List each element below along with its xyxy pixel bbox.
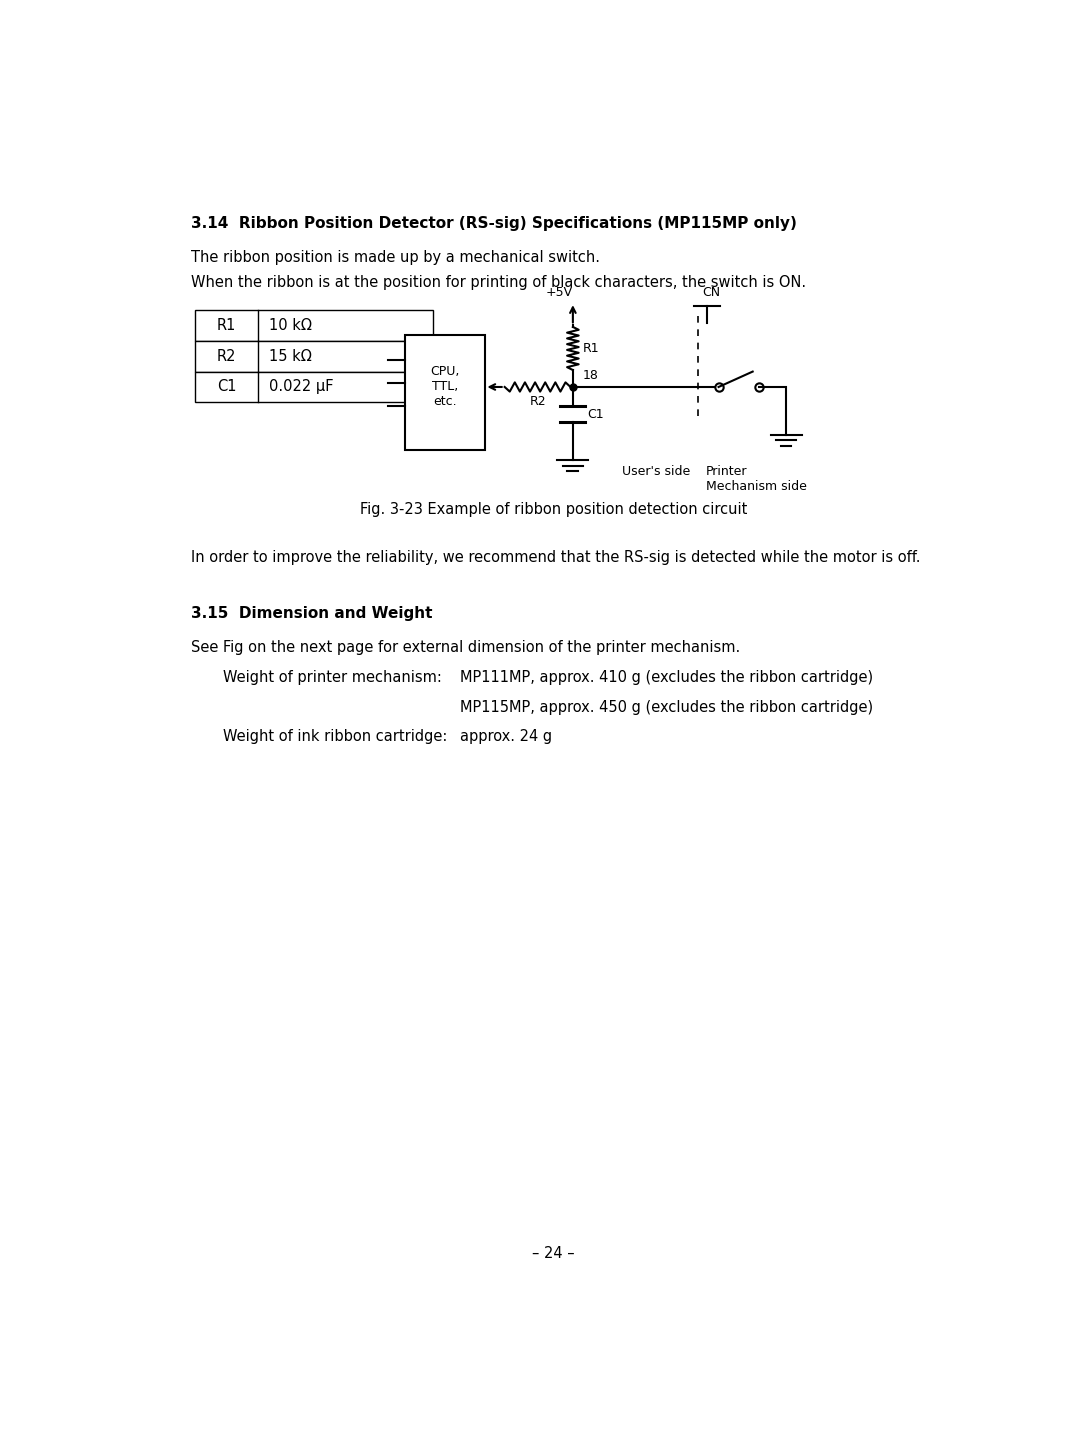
Text: – 24 –: – 24 – bbox=[532, 1246, 575, 1261]
Text: R2: R2 bbox=[217, 349, 237, 363]
Text: Weight of printer mechanism:: Weight of printer mechanism: bbox=[224, 670, 442, 686]
Text: 3.14  Ribbon Position Detector (RS-sig) Specifications (MP115MP only): 3.14 Ribbon Position Detector (RS-sig) S… bbox=[191, 216, 797, 231]
Text: Weight of ink ribbon cartridge:: Weight of ink ribbon cartridge: bbox=[224, 729, 448, 744]
Text: Printer
Mechanism side: Printer Mechanism side bbox=[706, 465, 807, 493]
Text: CPU,
TTL,
etc.: CPU, TTL, etc. bbox=[430, 366, 460, 408]
Text: approx. 24 g: approx. 24 g bbox=[460, 729, 553, 744]
Text: +5V: +5V bbox=[545, 287, 572, 300]
Bar bbox=[405, 334, 485, 450]
Text: 3.15  Dimension and Weight: 3.15 Dimension and Weight bbox=[191, 605, 432, 621]
Bar bbox=[194, 340, 433, 372]
Text: 0.022 μF: 0.022 μF bbox=[269, 379, 334, 395]
Text: 15 kΩ: 15 kΩ bbox=[269, 349, 312, 363]
Text: C1: C1 bbox=[217, 379, 237, 395]
Text: R1: R1 bbox=[583, 342, 599, 354]
Bar bbox=[194, 310, 433, 340]
Text: See Fig on the next page for external dimension of the printer mechanism.: See Fig on the next page for external di… bbox=[191, 640, 740, 654]
Text: Fig. 3-23 Example of ribbon position detection circuit: Fig. 3-23 Example of ribbon position det… bbox=[360, 503, 747, 517]
Text: R1: R1 bbox=[217, 318, 237, 333]
Text: C1: C1 bbox=[586, 408, 604, 421]
Bar bbox=[194, 372, 433, 402]
Text: CN: CN bbox=[702, 287, 720, 300]
Text: R2: R2 bbox=[529, 395, 545, 408]
Text: In order to improve the reliability, we recommend that the RS-sig is detected wh: In order to improve the reliability, we … bbox=[191, 550, 920, 565]
Text: The ribbon position is made up by a mechanical switch.: The ribbon position is made up by a mech… bbox=[191, 249, 599, 265]
Text: MP111MP, approx. 410 g (excludes the ribbon cartridge): MP111MP, approx. 410 g (excludes the rib… bbox=[460, 670, 874, 686]
Text: When the ribbon is at the position for printing of black characters, the switch : When the ribbon is at the position for p… bbox=[191, 275, 806, 290]
Text: 10 kΩ: 10 kΩ bbox=[269, 318, 312, 333]
Text: User's side: User's side bbox=[622, 465, 691, 478]
Text: MP115MP, approx. 450 g (excludes the ribbon cartridge): MP115MP, approx. 450 g (excludes the rib… bbox=[460, 699, 874, 715]
Text: 18: 18 bbox=[582, 369, 598, 382]
